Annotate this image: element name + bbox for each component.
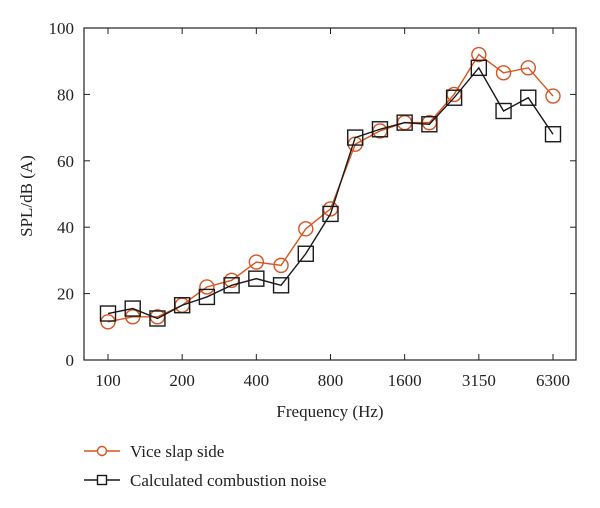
data-point: [322, 205, 339, 223]
data-point: [297, 245, 314, 262]
series-line: [107, 53, 554, 323]
x-tick-label: 6300: [536, 371, 570, 390]
y-tick-label: 0: [66, 351, 75, 370]
axes: 0 20 40 60 80 100 100 200 400 800 1600 3150 6300: [49, 19, 577, 390]
data-point: [173, 297, 191, 314]
legend-label: Calculated combustion noise: [130, 471, 326, 490]
data-point: [298, 221, 314, 237]
y-tick-label: 100: [49, 19, 75, 38]
data-point: [248, 270, 265, 287]
data-point: [471, 46, 487, 63]
x-tick-label: 800: [318, 371, 344, 390]
data-point: [470, 59, 488, 77]
data-point: [371, 121, 389, 138]
data-point: [421, 116, 438, 133]
x-tick-label: 200: [169, 371, 195, 390]
series-layer: [99, 46, 562, 330]
data-point: [520, 60, 536, 76]
legend-marker: [96, 445, 108, 457]
series-line: [107, 66, 554, 320]
data-point: [347, 129, 364, 146]
y-tick-label: 20: [57, 285, 74, 304]
legend-item: Vice slap side: [84, 442, 224, 461]
data-point: [99, 305, 117, 322]
y-tick-label: 40: [57, 218, 74, 237]
legend-item: Calculated combustion noise: [84, 471, 326, 490]
data-point: [199, 279, 215, 295]
x-tick-label: 1600: [388, 371, 422, 390]
y-tick-label: 60: [57, 152, 74, 171]
x-axis-title: Frequency (Hz): [276, 402, 383, 421]
series-calculated-combustion-noise: [99, 59, 562, 327]
data-point: [198, 288, 216, 306]
data-point: [495, 102, 512, 120]
y-axis-title: SPL/dB (A): [17, 155, 36, 237]
data-point: [272, 277, 290, 294]
data-point: [396, 114, 413, 131]
data-point: [544, 126, 562, 143]
data-point: [445, 89, 463, 106]
data-point: [545, 88, 561, 104]
data-point: [100, 314, 116, 330]
data-point: [223, 277, 240, 294]
x-tick-label: 100: [95, 371, 121, 390]
data-point: [495, 65, 512, 81]
data-point: [273, 257, 289, 274]
legend-marker: [96, 474, 108, 486]
x-tick-label: 400: [244, 371, 270, 390]
y-tick-label: 80: [57, 85, 74, 104]
data-point: [124, 300, 141, 317]
data-point: [248, 254, 265, 270]
x-tick-label: 3150: [462, 371, 496, 390]
data-point: [520, 89, 537, 106]
legend: Vice slap side Calculated combustion nois…: [84, 442, 326, 490]
legend-label: Vice slap side: [130, 442, 224, 461]
data-point: [149, 310, 166, 327]
data-point: [125, 309, 141, 325]
